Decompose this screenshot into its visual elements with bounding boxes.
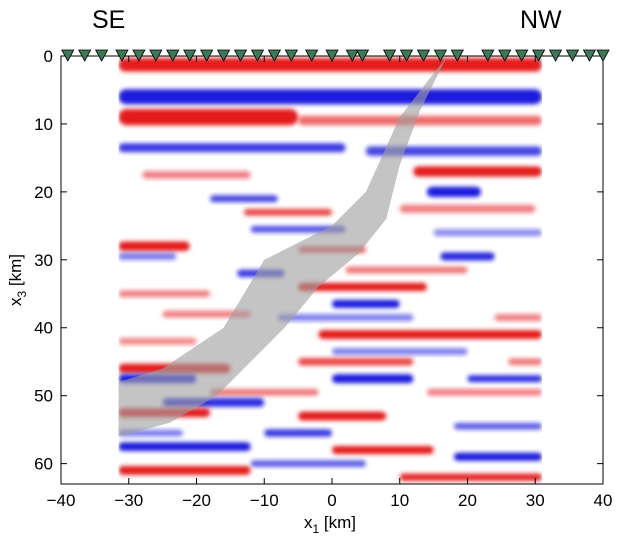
reflector-23	[162, 310, 251, 318]
reflector-24	[277, 314, 414, 321]
reflector-16	[118, 253, 177, 260]
station-marker-24	[498, 49, 512, 62]
reflector-1	[118, 89, 543, 105]
x-tick-label: 10	[390, 491, 409, 510]
reflector-3	[298, 115, 543, 126]
station-marker-23	[481, 49, 495, 62]
station-marker-3	[115, 49, 129, 62]
reflector-10	[243, 208, 332, 216]
reflector-5	[365, 146, 543, 156]
y-tick-label: 10	[34, 115, 53, 134]
reflector-19	[345, 266, 468, 274]
x-axis-label: x1 [km]	[304, 513, 356, 536]
x-tick-label: 0	[327, 491, 336, 510]
x-tick-label: −40	[47, 491, 76, 510]
y-tick-label: 30	[34, 251, 53, 270]
x-tick-label: 40	[594, 491, 613, 510]
station-marker-30	[596, 49, 610, 62]
station-marker-14	[305, 49, 319, 62]
y-tick-label: 0	[44, 47, 53, 66]
reflector-9	[210, 195, 278, 203]
station-marker-9	[216, 49, 231, 62]
station-marker-8	[199, 49, 214, 62]
reflector-34	[467, 375, 543, 383]
x-tick-label: −30	[114, 491, 143, 510]
station-marker-12	[267, 49, 282, 62]
x-tick-label: 20	[458, 491, 477, 510]
station-marker-28	[565, 49, 580, 62]
reflector-17	[440, 252, 495, 261]
reflector-46	[250, 460, 366, 468]
x-tick-label: −10	[250, 491, 279, 510]
station-marker-0	[61, 49, 75, 62]
reflector-44	[332, 445, 434, 455]
x-tick-label: 30	[526, 491, 545, 510]
y-axis-label: x3 [km]	[6, 254, 29, 306]
reflector-22	[332, 299, 400, 309]
reflector-35	[210, 388, 319, 396]
y-tick-label: 60	[34, 455, 53, 474]
station-marker-1	[78, 49, 92, 62]
station-marker-18	[382, 49, 397, 62]
station-marker-15	[325, 49, 339, 62]
reflector-40	[453, 422, 543, 430]
station-marker-20	[416, 49, 431, 62]
highlight-band	[118, 56, 448, 437]
station-marker-7	[183, 49, 197, 62]
reflector-42	[264, 429, 332, 437]
station-marker-5	[149, 49, 163, 62]
station-marker-11	[250, 49, 265, 62]
reflector-25	[494, 314, 543, 321]
reflector-47	[118, 465, 251, 475]
reflector-11	[399, 204, 536, 213]
reflector-6	[413, 166, 543, 177]
reflector-20	[298, 282, 427, 292]
reflector-14	[118, 241, 190, 251]
reflector-28	[332, 348, 468, 355]
reflector-45	[453, 452, 543, 461]
reflector-7	[142, 171, 251, 179]
station-marker-10	[233, 49, 248, 62]
seismic-image	[118, 56, 543, 484]
y-tick-label: 50	[34, 387, 53, 406]
reflector-2	[118, 108, 299, 126]
station-marker-21	[433, 49, 448, 62]
reflector-39	[298, 411, 387, 421]
reflector-43	[118, 442, 251, 452]
reflector-21	[118, 290, 211, 298]
reflector-33	[332, 374, 414, 384]
reflector-8	[426, 186, 482, 197]
station-marker-19	[399, 49, 414, 62]
station-marker-22	[450, 49, 465, 62]
station-marker-25	[515, 49, 529, 62]
station-marker-6	[166, 49, 180, 62]
y-tick-label: 20	[34, 183, 53, 202]
station-markers	[61, 49, 610, 62]
reflector-31	[508, 358, 543, 366]
station-marker-4	[132, 49, 146, 62]
highlight-band-layer	[118, 56, 448, 437]
station-marker-13	[284, 49, 299, 62]
reflector-4	[118, 143, 346, 153]
x-tick-label: −20	[182, 491, 211, 510]
y-tick-label: 40	[34, 319, 53, 338]
station-marker-2	[94, 49, 109, 62]
station-marker-17	[355, 49, 370, 62]
station-marker-29	[582, 49, 597, 62]
reflector-36	[426, 388, 543, 396]
reflector-26	[318, 330, 543, 339]
corner-label-se: SE	[92, 6, 126, 34]
reflector-48	[399, 473, 543, 481]
station-marker-16	[345, 49, 359, 62]
axis-labels: x1 [km] x3 [km] −40 −30 −20 −10 0 10 20 30 40 0 10…	[6, 47, 612, 536]
corner-label-nw: NW	[520, 6, 562, 34]
reflector-30	[298, 357, 414, 366]
station-marker-27	[548, 49, 563, 62]
reflector-0	[118, 58, 543, 72]
reflector-13	[433, 229, 543, 237]
reflector-27	[118, 337, 197, 345]
station-marker-26	[531, 49, 546, 62]
